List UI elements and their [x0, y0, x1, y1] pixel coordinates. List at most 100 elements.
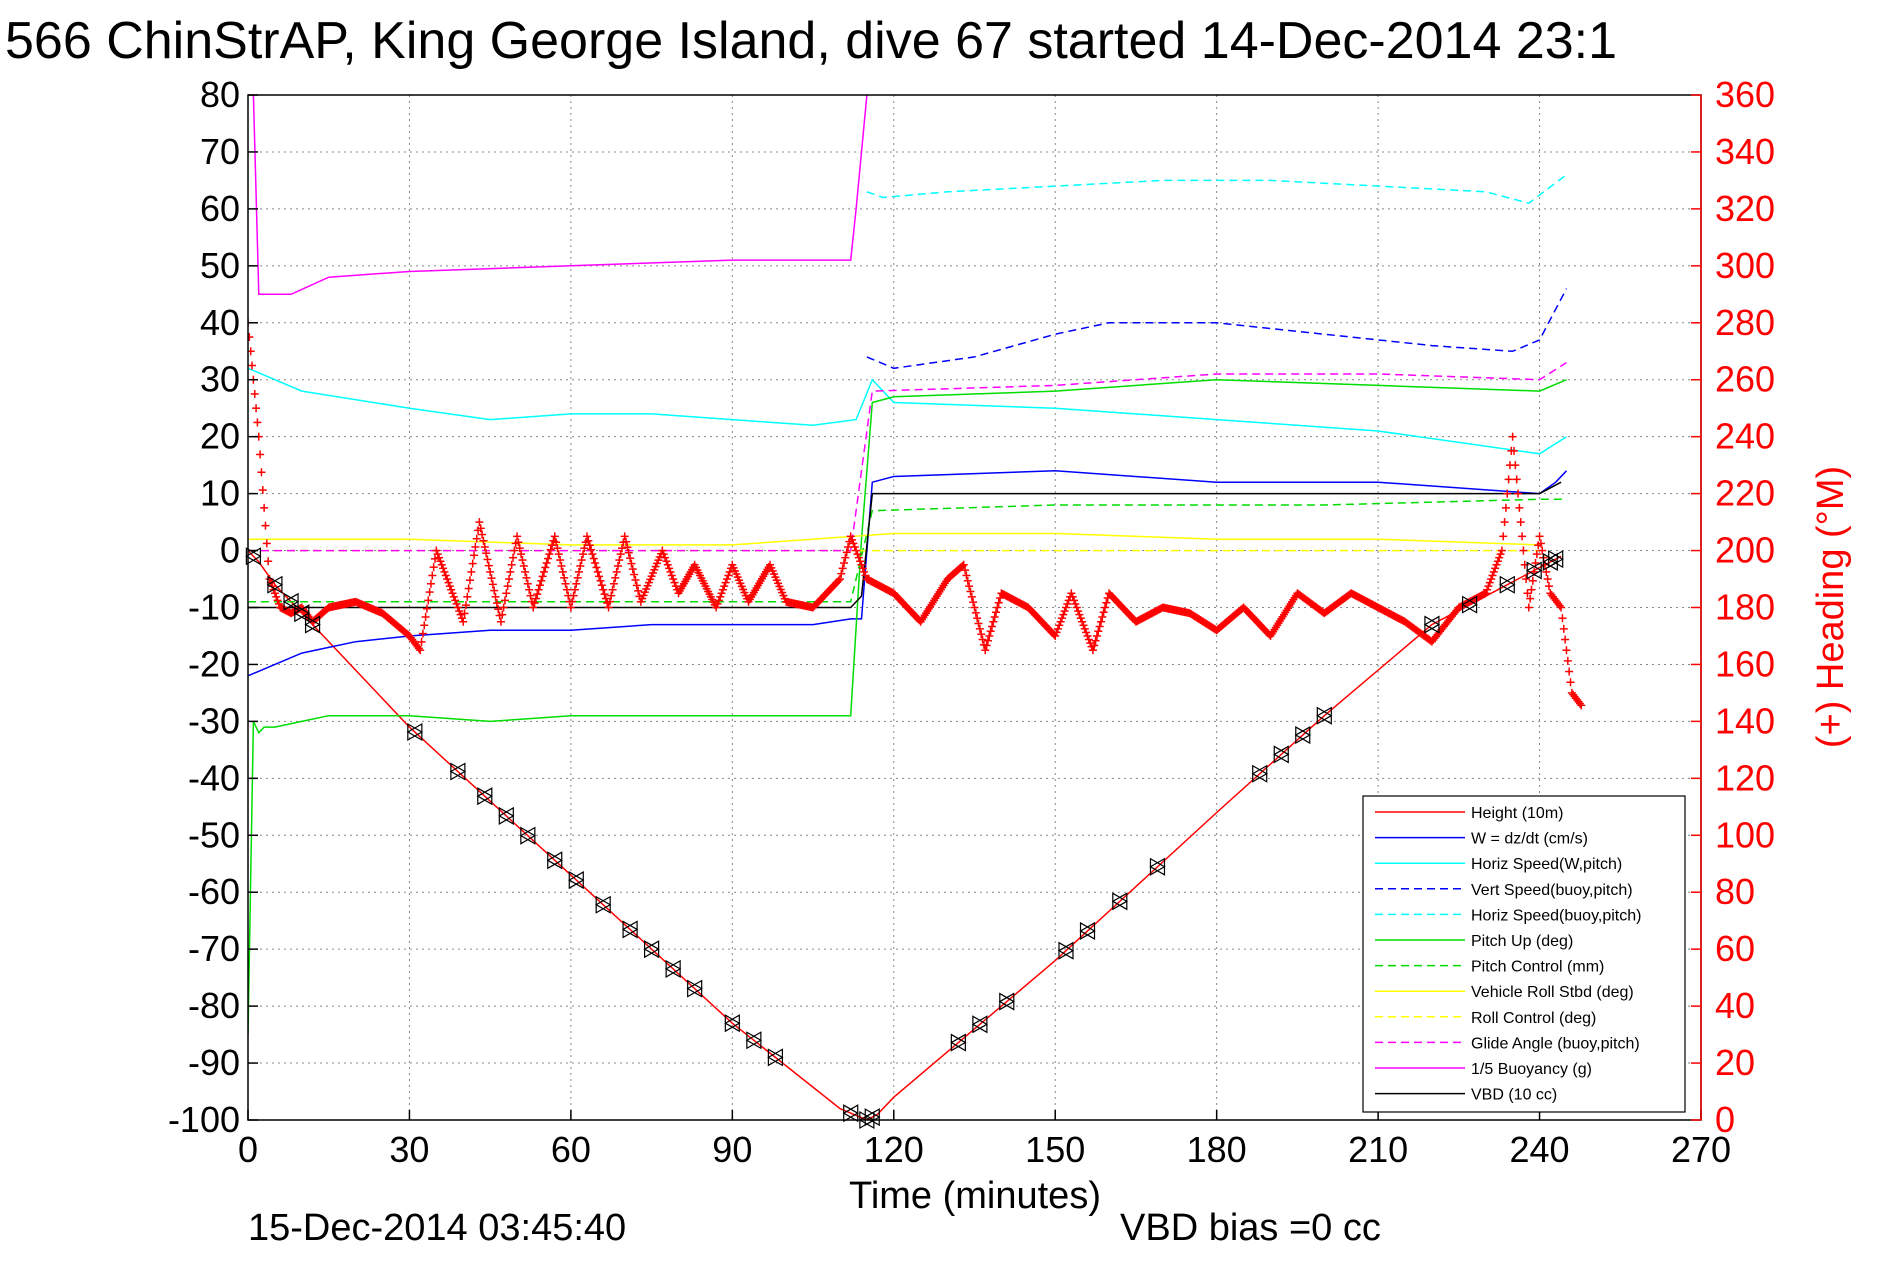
heading-point [1566, 678, 1575, 687]
heading-point [463, 592, 472, 601]
heading-point [542, 559, 551, 568]
legend-item: Height (10m) [1375, 805, 1563, 822]
heading-point [261, 521, 270, 530]
depth-marker [724, 1014, 741, 1033]
depth-marker [304, 615, 321, 634]
heading-point [539, 567, 548, 576]
heading-point [445, 582, 454, 591]
series-vert-speed-buoy-pitch [866, 288, 1568, 370]
footer-timestamp: 15-Dec-2014 03:45:40 [248, 1207, 626, 1249]
depth-marker [842, 1104, 859, 1123]
heading-point [612, 567, 621, 576]
legend-label: Vehicle Roll Stbd (deg) [1471, 984, 1634, 1001]
heading-point [436, 557, 445, 566]
right-tick-label: 40 [1715, 985, 1755, 1026]
heading-point [973, 614, 982, 623]
heading-point [1489, 567, 1498, 576]
heading-point [505, 575, 514, 584]
heading-point [1524, 603, 1533, 612]
depth-marker [1423, 615, 1441, 634]
heading-point [841, 553, 850, 562]
depth-marker [643, 940, 660, 959]
heading-point [425, 588, 434, 597]
heading-point [437, 560, 446, 569]
heading-point [965, 582, 974, 591]
heading-point [1495, 553, 1504, 562]
heading-point [554, 550, 563, 559]
heading-point [724, 571, 733, 580]
heading-point [667, 571, 676, 580]
heading-point [455, 607, 464, 616]
right-tick-label: 360 [1715, 74, 1775, 115]
heading-point [993, 603, 1002, 612]
heading-point [959, 560, 968, 569]
heading-point [1102, 598, 1111, 607]
heading-point [525, 585, 534, 594]
heading-point [457, 614, 466, 623]
heading-point [252, 404, 261, 413]
depth-marker [498, 806, 515, 825]
heading-point [499, 603, 508, 612]
heading-point [556, 556, 565, 565]
heading-point [258, 486, 267, 495]
right-axis-label: (+) Heading (°M) [1810, 466, 1852, 748]
y-tick-label: -30 [188, 700, 240, 741]
heading-point [1481, 589, 1490, 598]
heading-point [1500, 518, 1509, 527]
x-tick-label: 150 [1025, 1129, 1085, 1170]
heading-point [1555, 601, 1564, 610]
y-tick-label: -50 [188, 814, 240, 855]
right-tick-label: 240 [1715, 416, 1775, 457]
depth-marker [950, 1033, 967, 1052]
right-tick-label: 260 [1715, 359, 1775, 400]
y-tick-label: -80 [188, 985, 240, 1026]
heading-point [977, 630, 986, 639]
depth-marker [519, 826, 537, 845]
heading-point [1557, 603, 1566, 612]
heading-point [250, 389, 259, 398]
heading-point [1063, 599, 1072, 608]
legend-label: W = dz/dt (cm/s) [1471, 831, 1588, 848]
legend-item: Vehicle Roll Stbd (deg) [1375, 984, 1634, 1001]
depth-marker [664, 959, 682, 978]
legend-label: Height (10m) [1471, 805, 1563, 822]
heading-point [1052, 628, 1061, 637]
heading-point [550, 532, 559, 541]
heading-point [1518, 532, 1527, 541]
heading-point [622, 537, 631, 546]
heading-point [534, 585, 543, 594]
depth-marker [1273, 745, 1290, 764]
heading-point [1067, 589, 1076, 598]
heading-point [1053, 624, 1062, 633]
heading-point [849, 539, 858, 548]
heading-point [969, 598, 978, 607]
heading-point [613, 561, 622, 570]
depth-marker [998, 992, 1015, 1011]
legend: Height (10m) W = dz/dt (cm/s) Horiz Speed(… [1362, 795, 1686, 1113]
heading-point [514, 538, 523, 547]
y-tick-label: 50 [200, 245, 240, 286]
y-tick-label: 10 [200, 473, 240, 514]
heading-point [1056, 617, 1065, 626]
heading-point [589, 554, 598, 563]
heading-point [1538, 546, 1547, 555]
heading-point [1575, 699, 1584, 708]
heading-point [486, 567, 495, 576]
heading-point [456, 610, 465, 619]
heading-point [484, 561, 493, 570]
legend-label: Vert Speed(buoy,pitch) [1471, 882, 1633, 899]
series-w-dz-dt-cm-s [248, 470, 1568, 677]
heading-point [513, 532, 522, 541]
y-tick-label: -90 [188, 1042, 240, 1083]
heading-point [1483, 585, 1492, 594]
right-tick-label: 140 [1715, 700, 1775, 741]
right-tick-label: 20 [1715, 1042, 1755, 1083]
heading-point [416, 646, 425, 655]
heading-point [248, 333, 254, 342]
heading-point [444, 578, 453, 587]
heading-point [424, 596, 433, 605]
heading-point [722, 575, 731, 584]
heading-point [262, 539, 271, 548]
heading-point [620, 532, 629, 541]
heading-point [627, 559, 636, 568]
